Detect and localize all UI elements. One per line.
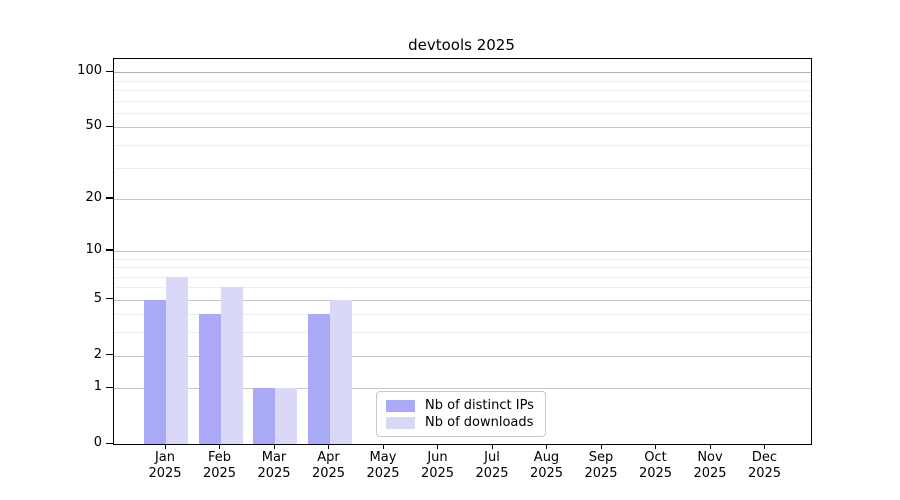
x-tick-mark [709, 444, 711, 449]
legend-item-downloads: Nb of downloads [386, 415, 536, 430]
x-tick-mark [382, 444, 384, 449]
legend: Nb of distinct IPs Nb of downloads [376, 391, 546, 437]
y-tick-mark [106, 197, 113, 199]
y-tick-mark [106, 125, 113, 128]
x-tick-mark [219, 444, 221, 449]
gridline-minor [114, 167, 811, 169]
x-tick-label: Oct 2025 [638, 450, 673, 481]
legend-swatch-distinct-ips [386, 399, 415, 412]
gridline-minor [114, 80, 811, 82]
y-tick-mark [106, 442, 113, 444]
gridline-minor [114, 276, 811, 278]
gridline-major [114, 388, 811, 390]
y-tick-mark [106, 354, 113, 356]
gridline-minor [114, 145, 811, 147]
legend-label-distinct-ips: Nb of distinct IPs [425, 398, 534, 413]
gridline-minor [114, 90, 811, 92]
bar-downloads [275, 388, 297, 444]
bar-distinct-ips [144, 299, 166, 444]
y-tick-label: 1 [93, 379, 102, 395]
y-tick-mark [106, 386, 113, 388]
gridline-major [114, 299, 811, 301]
y-tick-label: 20 [85, 189, 102, 205]
y-tick-label: 100 [77, 63, 102, 79]
legend-swatch-downloads [386, 416, 415, 429]
x-tick-mark [273, 444, 275, 449]
x-tick-label: Jan 2025 [148, 450, 182, 481]
x-tick-label: Apr 2025 [311, 450, 346, 481]
y-tick-mark [106, 249, 113, 251]
y-tick-label: 0 [93, 435, 102, 450]
x-tick-label: Nov 2025 [693, 450, 727, 481]
gridline-minor [114, 267, 811, 269]
x-tick-label: Dec 2025 [747, 450, 782, 481]
legend-item-distinct-ips: Nb of distinct IPs [386, 398, 536, 413]
gridline-minor [114, 287, 811, 289]
x-tick-mark [655, 444, 657, 449]
x-tick-label: Sep 2025 [584, 450, 618, 481]
x-tick-mark [764, 444, 766, 449]
y-tick-label: 10 [85, 241, 102, 257]
y-tick-label: 5 [93, 290, 102, 306]
y-tick-label: 2 [93, 346, 102, 362]
plot-area [113, 58, 812, 445]
x-tick-mark [600, 444, 602, 449]
bar-distinct-ips [307, 314, 330, 444]
y-tick-mark [106, 70, 113, 73]
bar-distinct-ips [253, 388, 275, 444]
x-tick-label: Jul 2025 [475, 450, 509, 481]
x-tick-label: Mar 2025 [257, 450, 291, 481]
gridline-major [114, 250, 811, 252]
x-tick-mark [164, 444, 166, 449]
x-tick-label: May 2025 [366, 450, 400, 481]
gridline-major [114, 127, 811, 129]
y-tick-mark [106, 298, 113, 300]
gridline-minor [114, 332, 811, 334]
bar-distinct-ips [198, 314, 221, 444]
gridline-minor [114, 258, 811, 260]
gridline-major [114, 355, 811, 357]
x-tick-label: Jun 2025 [420, 450, 455, 481]
bar-downloads [220, 287, 243, 444]
gridline-major [114, 72, 811, 74]
x-tick-mark [437, 444, 439, 449]
gridline-minor [114, 100, 811, 102]
chart-title: devtools 2025 [408, 36, 515, 54]
bar-downloads [329, 299, 352, 444]
x-tick-label: Aug 2025 [529, 450, 564, 481]
y-tick-label: 50 [85, 118, 102, 134]
x-tick-mark [328, 444, 330, 449]
gridline-minor [114, 314, 811, 316]
gridline-minor [114, 113, 811, 115]
x-tick-mark [546, 444, 548, 449]
gridline-major [114, 198, 811, 200]
legend-label-downloads: Nb of downloads [425, 415, 534, 430]
x-tick-label: Feb 2025 [202, 450, 237, 481]
bar-downloads [166, 276, 188, 444]
x-tick-mark [491, 444, 493, 449]
